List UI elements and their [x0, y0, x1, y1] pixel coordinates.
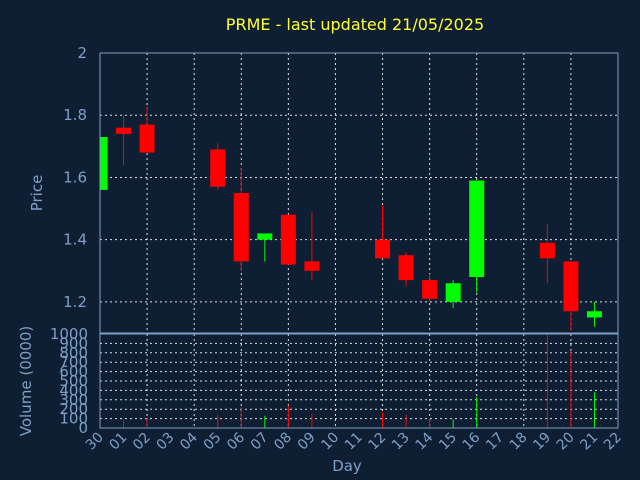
- price-axis-label: Price: [28, 175, 46, 212]
- volume-tick-label: 400: [59, 381, 88, 399]
- x-tick-label: 19: [530, 430, 554, 454]
- x-tick-label: 16: [460, 429, 484, 453]
- x-tick-label: 15: [436, 430, 460, 454]
- candle-body-down: [280, 214, 296, 265]
- x-tick-labels: 30 01 02 03 04 05 06 07 08 09 10 11 12 13 14 15 16 17 18 19…: [83, 429, 625, 453]
- x-axis-label: Day: [332, 457, 362, 475]
- volume-tick-label: 600: [59, 363, 88, 381]
- x-tick-label: 22: [601, 430, 625, 454]
- grid-layer: [100, 53, 618, 428]
- price-tick-label: 2: [77, 44, 87, 62]
- x-tick-label: 18: [507, 430, 531, 454]
- x-tick-label: 14: [413, 429, 437, 453]
- candle-body-up: [257, 233, 273, 240]
- x-tick-label: 05: [201, 430, 225, 454]
- x-tick-label: 17: [483, 430, 507, 454]
- volume-tick-label: 700: [59, 353, 88, 371]
- volume-tick-label: 0: [78, 419, 88, 437]
- x-tick-label: 11: [342, 430, 366, 454]
- chart-title: PRME - last updated 21/05/2025: [226, 15, 484, 34]
- x-tick-label: 12: [365, 430, 389, 454]
- volume-tick-label: 200: [59, 400, 88, 418]
- candle-body-up: [586, 311, 602, 318]
- volume-tick-label: 300: [59, 391, 88, 409]
- price-tick-label: 1.2: [63, 293, 87, 311]
- candle-body-down: [422, 280, 438, 299]
- candle-body-up: [100, 137, 108, 190]
- price-tick-labels: 1.2 1.4 1.6 1.8 2: [63, 44, 87, 311]
- candle-body-down: [139, 124, 155, 153]
- x-tick-label: 13: [389, 430, 413, 454]
- candle-body-down: [563, 261, 579, 312]
- volume-tick-label: 1000: [50, 325, 88, 343]
- candle-body-up: [469, 180, 485, 277]
- volume-tick-label: 800: [59, 344, 88, 362]
- x-tick-label: 07: [248, 430, 272, 454]
- candle-layer: [99, 105, 602, 330]
- x-tick-label: 03: [154, 430, 178, 454]
- candle-body-down: [233, 193, 249, 262]
- x-tick-label: 09: [295, 430, 319, 454]
- x-tick-label: 04: [177, 429, 201, 453]
- volume-axis-label: Volume (0000): [17, 326, 35, 436]
- x-tick-label: 06: [224, 429, 248, 453]
- volume-panel-frame: [99, 333, 619, 429]
- x-tick-label: 20: [554, 430, 578, 454]
- x-tick-label: 08: [271, 430, 295, 454]
- candle-body-down: [210, 149, 226, 187]
- candle-body-down: [398, 255, 414, 281]
- volume-layer: [123, 334, 595, 428]
- candle-body-down: [304, 261, 320, 271]
- x-tick-label: 10: [318, 430, 342, 454]
- price-tick-label: 1.6: [63, 168, 87, 186]
- candle-body-down: [539, 242, 555, 259]
- price-tick-label: 1.8: [63, 106, 87, 124]
- price-tick-label: 1.4: [63, 231, 87, 249]
- candle-body-up: [445, 283, 461, 302]
- x-tick-label: 01: [106, 430, 130, 454]
- candle-body-down: [116, 127, 132, 134]
- volume-tick-label: 100: [59, 410, 88, 428]
- price-panel-frame: [99, 52, 619, 334]
- x-tick-label: 02: [130, 430, 154, 454]
- candle-body-down: [375, 239, 391, 259]
- volume-tick-label: 500: [59, 372, 88, 390]
- volume-tick-label: 900: [59, 334, 88, 352]
- x-tick-label: 21: [577, 430, 601, 454]
